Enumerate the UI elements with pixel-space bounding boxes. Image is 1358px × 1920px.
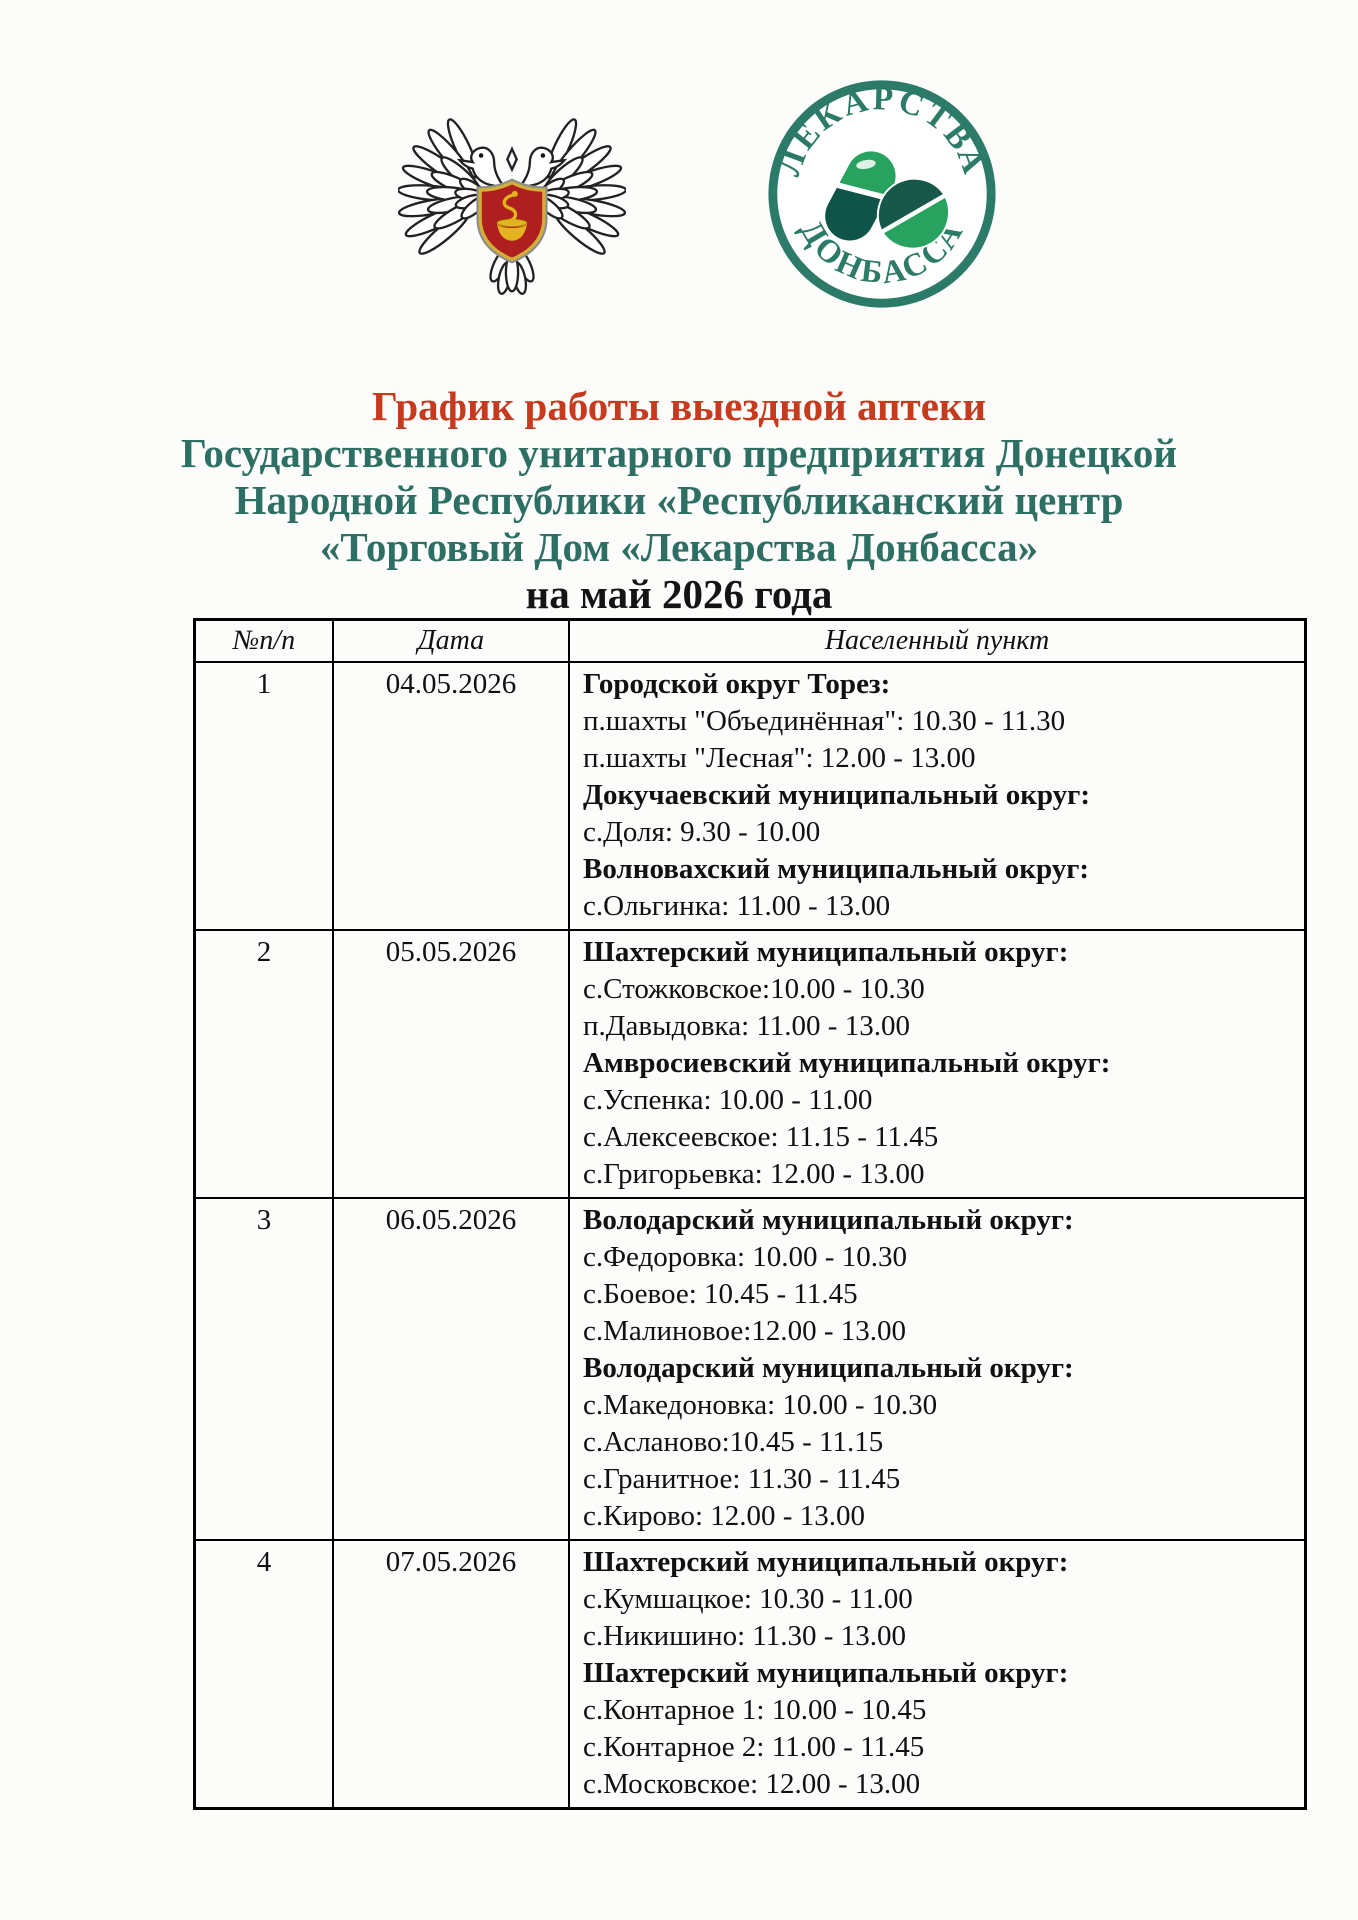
settlement-time-line: с.Стожковское:10.00 - 10.30 <box>583 973 925 1005</box>
schedule-tbody: 1 04.05.2026 Городской округ Торез: п.шахты… <box>193 661 1307 1810</box>
org-name-line-2: Народной Республики «Республиканский цен… <box>234 477 1124 523</box>
settlement-time-line: с.Алексеевское: 11.15 - 11.45 <box>583 1121 939 1153</box>
row-number-cell: 2 <box>193 929 334 1199</box>
district-heading: Шахтерский муниципальный округ: <box>583 1657 1069 1689</box>
document-title: График работы выездной аптеки <box>371 383 987 429</box>
row-date-cell: 06.05.2026 <box>332 1197 570 1541</box>
settlement-time-line: с.Кирово: 12.00 - 13.00 <box>583 1500 865 1532</box>
settlement-time-line: с.Московское: 12.00 - 13.00 <box>583 1768 921 1800</box>
settlement-time-line: с.Контарное 1: 10.00 - 10.45 <box>583 1694 927 1726</box>
settlement-time-line: с.Доля: 9.30 - 10.00 <box>583 816 821 848</box>
dnr-health-ministry-emblem-icon <box>398 115 626 295</box>
row-date-cell: 05.05.2026 <box>332 929 570 1199</box>
schedule-period: на май 2026 года <box>525 571 833 617</box>
district-heading: Городской округ Торез: <box>583 668 891 700</box>
column-header-number: №п/п <box>193 618 334 663</box>
settlement-time-line: с.Ольгинка: 11.00 - 13.00 <box>583 890 891 922</box>
row-number-cell: 1 <box>193 661 334 931</box>
settlement-time-line: с.Успенка: 10.00 - 11.00 <box>583 1084 873 1116</box>
row-date-cell: 04.05.2026 <box>332 661 570 931</box>
schedule-row: 3 06.05.2026 Володарский муниципальный окр… <box>193 1197 1307 1541</box>
org-name-line-3: «Торговый Дом «Лекарства Донбасса» <box>319 524 1039 570</box>
district-heading: Шахтерский муниципальный округ: <box>583 1546 1069 1578</box>
schedule-row: 2 05.05.2026 Шахтерский муниципальный окру… <box>193 929 1307 1199</box>
settlement-time-line: с.Боевое: 10.45 - 11.45 <box>583 1278 858 1310</box>
settlement-time-line: с.Кумшацкое: 10.30 - 11.00 <box>583 1583 913 1615</box>
capsule-pill-icon <box>825 151 896 241</box>
row-settlements-cell: Володарский муниципальный округ: с.Федоро… <box>568 1197 1307 1541</box>
district-heading: Амвросиевский муниципальный округ: <box>583 1047 1111 1079</box>
schedule-row: 4 07.05.2026 Шахтерский муниципальный окру… <box>193 1539 1307 1810</box>
row-number-cell: 3 <box>193 1197 334 1541</box>
schedule-header-row: №п/п Дата Населенный пункт <box>193 618 1307 663</box>
settlement-time-line: с.Малиновое:12.00 - 13.00 <box>583 1315 906 1347</box>
row-settlements-cell: Шахтерский муниципальный округ: с.Кумшацк… <box>568 1539 1307 1810</box>
lekarstva-donbassa-logo-icon: ЛЕКАРСТВА ДОНБАССА <box>768 80 996 308</box>
column-header-date: Дата <box>332 618 570 663</box>
org-name-line-1: Государственного унитарного предприятия … <box>180 430 1178 476</box>
settlement-time-line: с.Никишино: 11.30 - 13.00 <box>583 1620 906 1652</box>
row-settlements-cell: Шахтерский муниципальный округ: с.Стожков… <box>568 929 1307 1199</box>
row-number-cell: 4 <box>193 1539 334 1810</box>
settlement-time-line: с.Асланово:10.45 - 11.15 <box>583 1426 884 1458</box>
tablet-pill-icon <box>876 177 950 250</box>
settlement-time-line: с.Федоровка: 10.00 - 10.30 <box>583 1241 907 1273</box>
settlement-time-line: п.шахты "Лесная": 12.00 - 13.00 <box>583 742 976 774</box>
settlement-time-line: п.шахты "Объединённая": 10.30 - 11.30 <box>583 705 1066 737</box>
schedule-table: №п/п Дата Населенный пункт 1 04.05.2026 Го… <box>193 618 1307 1810</box>
settlement-time-line: с.Гранитное: 11.30 - 11.45 <box>583 1463 901 1495</box>
settlement-time-line: с.Македоновка: 10.00 - 10.30 <box>583 1389 938 1421</box>
settlement-time-line: п.Давыдовка: 11.00 - 13.00 <box>583 1010 910 1042</box>
district-heading: Володарский муниципальный округ: <box>583 1352 1074 1384</box>
row-date-cell: 07.05.2026 <box>332 1539 570 1810</box>
settlement-time-line: с.Контарное 2: 11.00 - 11.45 <box>583 1731 925 1763</box>
district-heading: Докучаевский муниципальный округ: <box>583 779 1090 811</box>
district-heading: Шахтерский муниципальный округ: <box>583 936 1069 968</box>
district-heading: Володарский муниципальный округ: <box>583 1204 1074 1236</box>
district-heading: Волновахский муниципальный округ: <box>583 853 1090 885</box>
row-settlements-cell: Городской округ Торез: п.шахты "Объединён… <box>568 661 1307 931</box>
settlement-time-line: с.Григорьевка: 12.00 - 13.00 <box>583 1158 925 1190</box>
schedule-row: 1 04.05.2026 Городской округ Торез: п.шахты… <box>193 661 1307 931</box>
column-header-settlement: Населенный пункт <box>568 618 1307 663</box>
document-header: График работы выездной аптеки Государств… <box>40 383 1318 618</box>
